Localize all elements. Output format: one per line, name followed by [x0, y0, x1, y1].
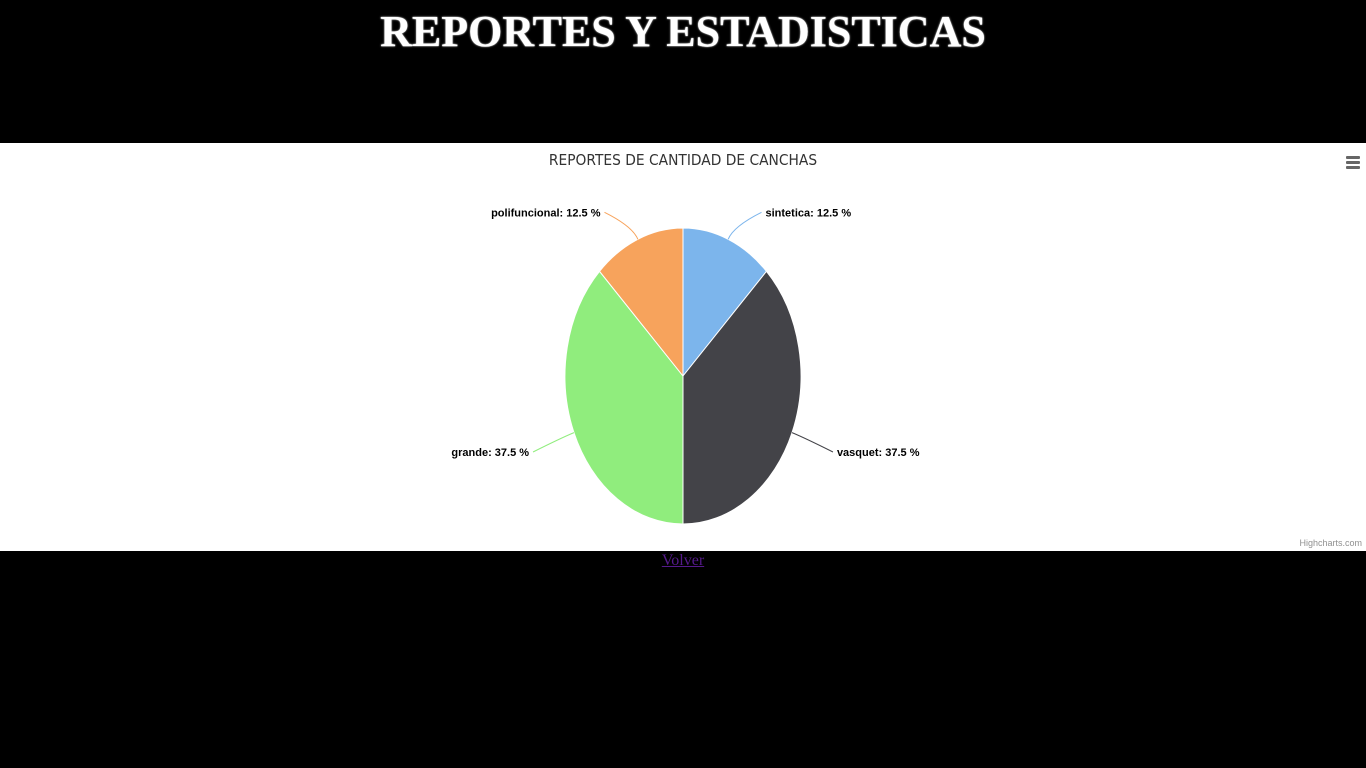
connector-grande	[532, 432, 575, 453]
data-label-vasquet: vasquet: 37.5 %	[837, 447, 920, 459]
pie-chart: REPORTES DE CANTIDAD DE CANCHAS sintetic…	[0, 143, 1366, 551]
pie-chart-svg: sintetica: 12.5 % vasquet: 37.5 % grande: …	[451, 207, 920, 525]
page-title: REPORTES Y ESTADISTICAS	[380, 7, 986, 56]
connector-vasquet	[791, 432, 834, 453]
connector-sintetica	[727, 211, 762, 240]
pie-slice-grande[interactable]	[564, 270, 684, 525]
data-label-polifuncional: polifuncional: 12.5 %	[491, 207, 601, 219]
pie-slice-vasquet[interactable]	[682, 270, 802, 525]
connector-polifuncional	[604, 211, 639, 240]
back-link[interactable]: Volver	[661, 552, 705, 569]
chart-title: REPORTES DE CANTIDAD DE CANCHAS	[548, 151, 818, 169]
data-label-grande: grande: 37.5 %	[451, 447, 529, 459]
data-label-sintetica: sintetica: 12.5 %	[766, 207, 852, 219]
hamburger-menu-icon[interactable]	[1346, 156, 1360, 170]
highcharts-credits-link[interactable]: Highcharts.com	[1299, 538, 1362, 548]
